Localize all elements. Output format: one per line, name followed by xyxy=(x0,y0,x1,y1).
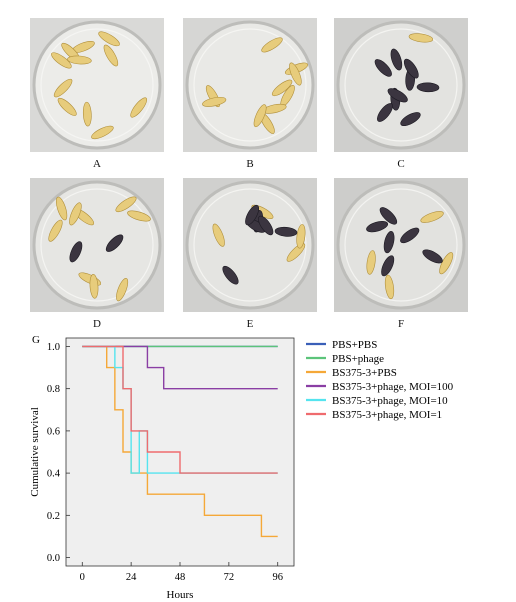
panel-label-c: C xyxy=(397,158,405,170)
panel-label-a: A xyxy=(93,158,101,170)
x-tick-label: 48 xyxy=(175,572,186,583)
panel-label-e: E xyxy=(246,318,254,330)
photo-panel-e xyxy=(183,178,317,312)
legend-label: BS375-3+PBS xyxy=(332,367,397,379)
legend-label: BS375-3+phage, MOI=10 xyxy=(332,395,448,407)
photo-panel-c xyxy=(334,18,468,152)
x-tick-label: 72 xyxy=(224,572,235,583)
photo-panel-d xyxy=(30,178,164,312)
x-axis-title: Hours xyxy=(167,589,194,601)
petri-dish-image xyxy=(30,178,164,312)
y-tick-label: 0.0 xyxy=(47,553,60,564)
photo-panel-a xyxy=(30,18,164,152)
petri-dish-image xyxy=(334,178,468,312)
y-tick-label: 0.2 xyxy=(47,511,60,522)
legend-label: BS375-3+phage, MOI=1 xyxy=(332,409,442,421)
petri-dish-image xyxy=(334,18,468,152)
axis-ticks: 0 24 48 72 96 0.0 0.2 0.4 0.6 0.8 1.0 xyxy=(47,342,283,583)
photo-panel-b xyxy=(183,18,317,152)
survival-chart: G 0 24 48 72 96 0.0 0.2 0.4 0.6 0.8 1.0 Hours Cumu… xyxy=(29,334,454,601)
x-tick-label: 96 xyxy=(272,572,283,583)
panel-label-b: B xyxy=(246,158,254,170)
panel-label-f: F xyxy=(397,318,405,330)
petri-dish-image xyxy=(30,18,164,152)
petri-dish-image xyxy=(183,178,317,312)
petri-dish-image xyxy=(183,18,317,152)
photo-panel-f xyxy=(334,178,468,312)
legend-label: PBS+PBS xyxy=(332,339,377,351)
x-tick-label: 0 xyxy=(80,572,85,583)
chart-panel-label: G xyxy=(32,334,40,346)
panel-label-d: D xyxy=(93,318,101,330)
legend-label: PBS+phage xyxy=(332,353,384,365)
y-tick-label: 1.0 xyxy=(47,342,60,353)
y-tick-label: 0.4 xyxy=(47,469,61,480)
legend-label: BS375-3+phage, MOI=100 xyxy=(332,381,454,393)
series-lines xyxy=(82,345,278,538)
series-line xyxy=(82,345,278,474)
series-line xyxy=(82,345,278,474)
y-tick-label: 0.6 xyxy=(47,426,60,437)
legend: PBS+PBS PBS+phage BS375-3+PBS BS375-3+phage… xyxy=(306,339,454,421)
y-tick-label: 0.8 xyxy=(47,384,60,395)
x-tick-label: 24 xyxy=(126,572,137,583)
y-axis-title: Cumulative survival xyxy=(29,407,41,497)
series-line xyxy=(82,345,278,390)
